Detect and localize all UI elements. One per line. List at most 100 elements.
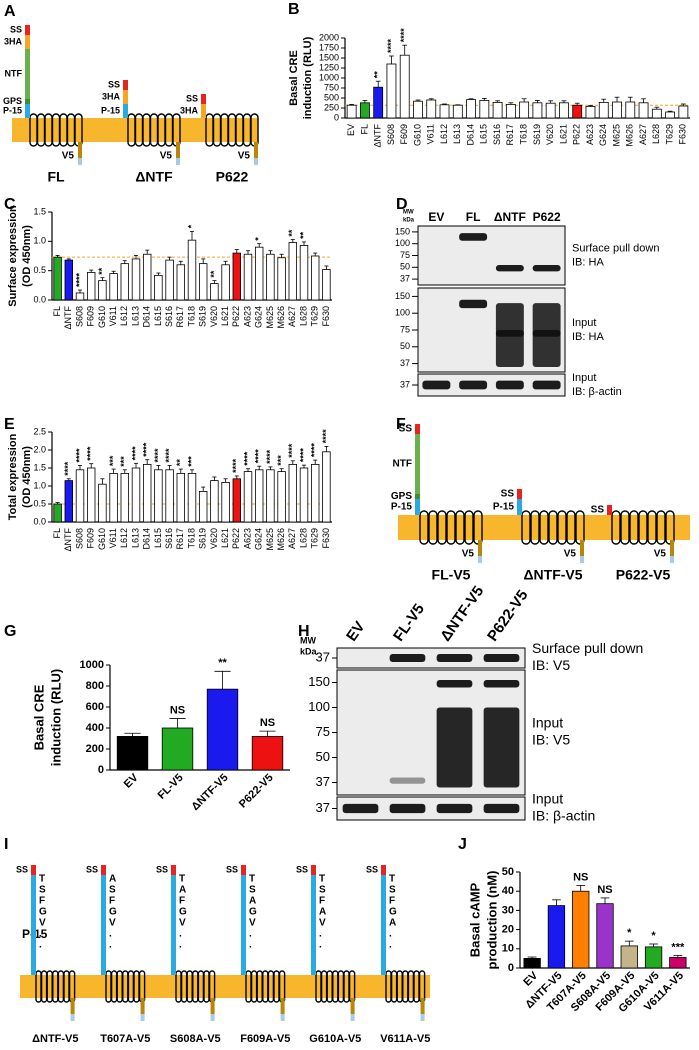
segment-label: SS	[108, 79, 120, 89]
blot-label: IB: β-actin	[572, 386, 622, 398]
bar	[644, 946, 663, 969]
significance-label: ****	[74, 448, 84, 463]
y-tick-label: 0.5	[33, 498, 46, 508]
x-tick-label: S616	[492, 124, 502, 145]
x-tick-label: R617	[175, 306, 185, 328]
bar	[154, 469, 163, 523]
segment	[381, 875, 386, 975]
bar	[86, 272, 96, 301]
segment-label: SS	[296, 864, 308, 874]
x-tick-label: V611	[108, 306, 118, 326]
bar	[254, 246, 264, 301]
tag-label: V5	[654, 549, 667, 560]
segment-label: 3HA	[102, 91, 121, 101]
y-tick-label: 2.0	[33, 444, 46, 454]
segment	[311, 865, 316, 875]
bar	[299, 245, 309, 301]
x-tick-label: G610	[412, 124, 422, 146]
tail	[254, 142, 258, 158]
blot-band	[389, 803, 426, 814]
residue: F	[179, 896, 185, 907]
residue: V	[249, 918, 256, 929]
residue: .	[179, 929, 182, 940]
bar	[198, 490, 208, 523]
bar	[187, 472, 197, 523]
x-tick-label: A627	[287, 528, 297, 549]
significance-label: *	[186, 224, 196, 228]
x-tick-label: T629	[664, 124, 674, 145]
x-tick-label: D614	[465, 124, 475, 146]
x-tick-label: L615	[479, 124, 489, 144]
panel-letter: C	[4, 196, 16, 213]
residue: T	[319, 874, 325, 885]
tm-helix	[548, 510, 558, 545]
y-tick-label: 10	[502, 943, 514, 955]
residue: S	[39, 885, 46, 896]
residue: A	[389, 918, 396, 929]
y-tick-label: 30	[502, 904, 514, 916]
x-tick-label: T618	[519, 124, 529, 145]
significance-label: *	[627, 927, 632, 939]
blot-band	[436, 707, 473, 788]
bar	[426, 99, 437, 119]
bar	[154, 274, 163, 301]
bar	[322, 269, 331, 301]
tag-label: V5	[462, 549, 475, 560]
significance-label: NS	[573, 871, 588, 883]
bar	[545, 102, 556, 119]
significance-label: ****	[287, 443, 297, 458]
x-tick-label: FL-V5	[156, 772, 186, 802]
residue: .	[109, 929, 112, 940]
panel-letter: E	[4, 416, 15, 433]
bar	[266, 253, 275, 301]
bar	[210, 480, 219, 523]
residue: A	[179, 885, 186, 896]
y-tick-label: 2.5	[33, 426, 46, 436]
bar	[277, 257, 286, 301]
construct-name: ΔNTF	[135, 169, 173, 185]
residue: A	[249, 896, 256, 907]
x-tick-label: L621	[558, 124, 568, 144]
bar	[523, 958, 541, 969]
construct-name: F609A-V5	[240, 1033, 290, 1045]
lane-label: ΔNTF	[494, 210, 526, 224]
x-tick-label: P622	[231, 528, 241, 549]
bar	[452, 104, 463, 119]
significance-label: **	[373, 71, 383, 79]
bar	[142, 463, 152, 523]
residue: T	[179, 874, 185, 885]
x-tick-label: V620	[545, 124, 555, 145]
x-tick-label: S608	[74, 306, 84, 327]
blot-band	[422, 380, 451, 390]
tag	[176, 158, 180, 165]
segment-label: SS	[10, 24, 22, 34]
x-tick-label: L628	[298, 528, 308, 548]
tm-helix	[638, 510, 648, 545]
blot-label: Input	[572, 317, 596, 329]
segment	[25, 104, 30, 118]
marker-label: 150	[395, 291, 410, 301]
residue: S	[249, 885, 256, 896]
x-tick-label: F609	[86, 528, 96, 549]
segment	[415, 499, 420, 515]
blot-label: IB: HA	[572, 331, 604, 343]
tm-helix	[464, 510, 474, 545]
significance-label: **	[287, 229, 297, 237]
x-tick-label: ΔNTF-V5	[189, 772, 230, 813]
bar	[547, 905, 566, 969]
bar	[243, 471, 253, 523]
segment-label: P-15	[3, 105, 22, 115]
segment-label: SS	[16, 864, 28, 874]
segment	[517, 489, 522, 499]
blot-band	[495, 264, 524, 272]
bar	[254, 469, 264, 523]
blot-band	[436, 803, 473, 814]
y-tick-label: 50	[502, 866, 514, 878]
bar	[532, 102, 543, 119]
significance-label: ***	[186, 456, 196, 467]
x-tick-label: M625	[265, 306, 275, 329]
segment-label: P-15	[101, 105, 120, 115]
residue: F	[109, 896, 115, 907]
panel-letter: B	[288, 1, 300, 18]
tail	[140, 998, 145, 1014]
